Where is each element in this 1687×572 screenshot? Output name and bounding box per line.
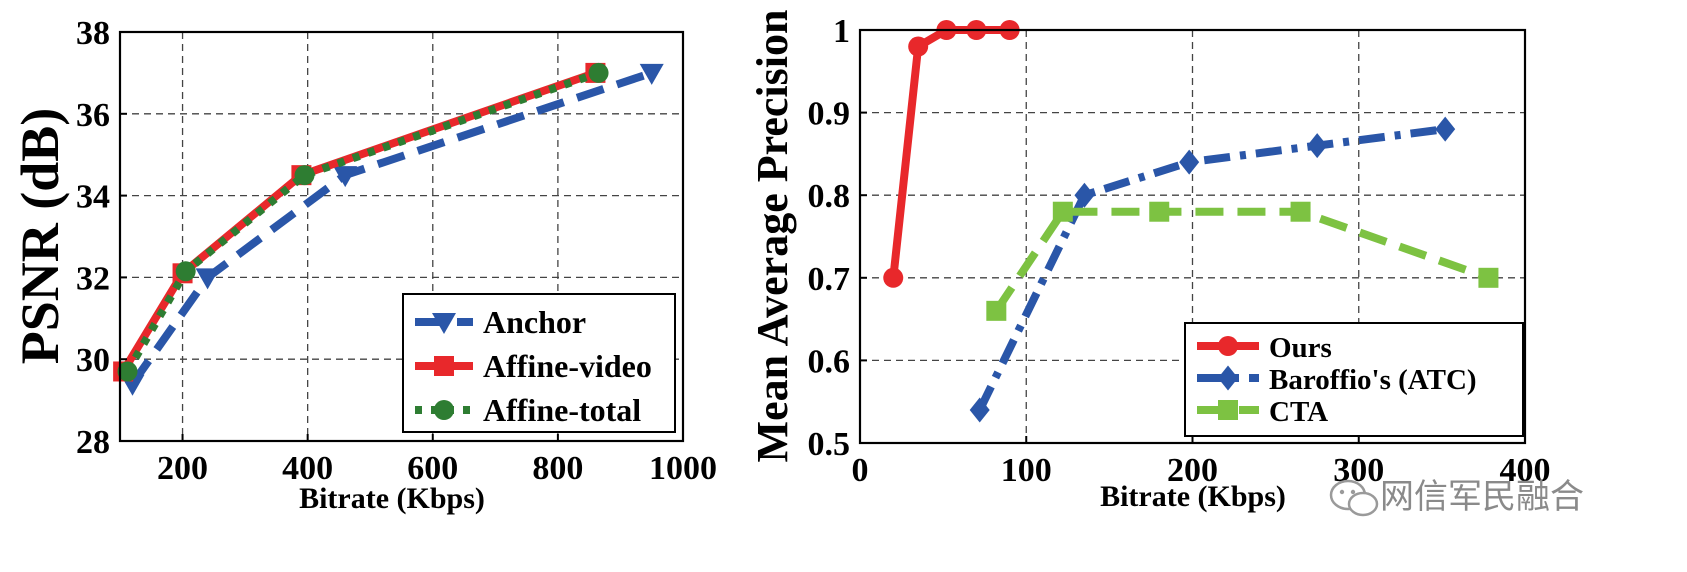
data-point (908, 36, 929, 57)
map-x-axis-label: Bitrate (Kbps) (1100, 480, 1286, 513)
y-tick-label: 0.6 (808, 343, 851, 380)
legend-item: Affine-total (415, 392, 641, 428)
series-line (889, 26, 1010, 279)
psnr-legend: Anchor Affine-video Affine-total (402, 293, 676, 433)
data-point (195, 268, 220, 290)
legend-item: Anchor (415, 304, 586, 340)
psnr-y-axis-label: PSNR (dB) (10, 108, 70, 365)
data-point (883, 267, 904, 288)
legend-label: Ours (1269, 332, 1332, 364)
x-tick-label: 400 (282, 450, 333, 487)
watermark: 网信军民融合 (1329, 477, 1584, 517)
watermark-text: 网信军民融合 (1380, 477, 1584, 517)
data-point (175, 261, 196, 282)
map-series-2 (986, 201, 1499, 321)
legend-marker (1218, 400, 1238, 420)
psnr-series-2 (117, 62, 609, 382)
x-tick-label: 800 (532, 450, 583, 487)
map-series-1 (969, 116, 1456, 423)
y-tick-label: 0.9 (808, 96, 851, 133)
y-tick-label: 32 (76, 260, 110, 297)
series-line (992, 207, 1490, 314)
x-tick-label: 200 (1167, 452, 1218, 489)
y-tick-label: 38 (76, 15, 110, 52)
data-point (1290, 201, 1311, 222)
series-line (124, 69, 600, 374)
y-tick-label: 30 (76, 342, 110, 379)
x-tick-label: 0 (852, 452, 869, 489)
legend-marker (1218, 336, 1238, 356)
data-point (294, 165, 315, 186)
y-tick-label: 1 (833, 13, 850, 50)
data-point (969, 397, 990, 423)
legend-item: Ours (1197, 332, 1332, 364)
data-point (639, 63, 664, 85)
data-point (986, 300, 1007, 321)
legend-label: Baroffio's (ATC) (1269, 364, 1477, 396)
map-y-axis-label: Mean Average Precision (748, 10, 797, 463)
legend-marker (1218, 365, 1238, 391)
legend-item: CTA (1197, 396, 1328, 428)
legend-marker (434, 400, 454, 420)
data-point (588, 62, 609, 83)
data-point (1435, 116, 1456, 142)
x-tick-label: 200 (157, 450, 208, 487)
y-tick-label: 34 (76, 179, 110, 216)
data-point (333, 166, 358, 188)
y-tick-label: 28 (76, 424, 110, 461)
legend-box (1184, 322, 1524, 437)
map-series-0 (883, 20, 1020, 288)
data-point (1149, 201, 1170, 222)
legend-label: Affine-total (483, 392, 641, 428)
legend-label: CTA (1269, 396, 1328, 428)
y-tick-label: 36 (76, 97, 110, 134)
y-tick-label: 0.8 (808, 178, 851, 215)
wechat-icon (1329, 479, 1379, 517)
y-tick-label: 0.7 (808, 261, 851, 298)
data-point (1307, 133, 1328, 159)
series-line (129, 69, 653, 387)
legend-item: Affine-video (415, 348, 652, 384)
legend-label: Anchor (483, 304, 586, 340)
data-point (1052, 201, 1073, 222)
data-point (1074, 182, 1095, 208)
psnr-series-0 (120, 63, 664, 396)
legend-marker (432, 313, 456, 334)
psnr-chart: 200 400 600 800 1000 28 30 32 34 36 38 Bitrate (Kbp… (10, 15, 717, 515)
psnr-x-axis-label: Bitrate (Kbps) (299, 482, 485, 515)
x-tick-label: 100 (1001, 452, 1052, 489)
legend-marker (434, 356, 454, 376)
x-tick-label: 1000 (649, 450, 717, 487)
legend-label: Affine-video (483, 348, 652, 384)
x-tick-label: 600 (407, 450, 458, 487)
data-point (1179, 149, 1200, 175)
x-tick-label: 400 (1500, 452, 1551, 489)
y-tick-label: 0.5 (808, 426, 851, 463)
data-point (117, 361, 138, 382)
data-point (1478, 267, 1499, 288)
psnr-plot-frame (118, 30, 685, 443)
legend-item: Baroffio's (ATC) (1197, 364, 1477, 396)
